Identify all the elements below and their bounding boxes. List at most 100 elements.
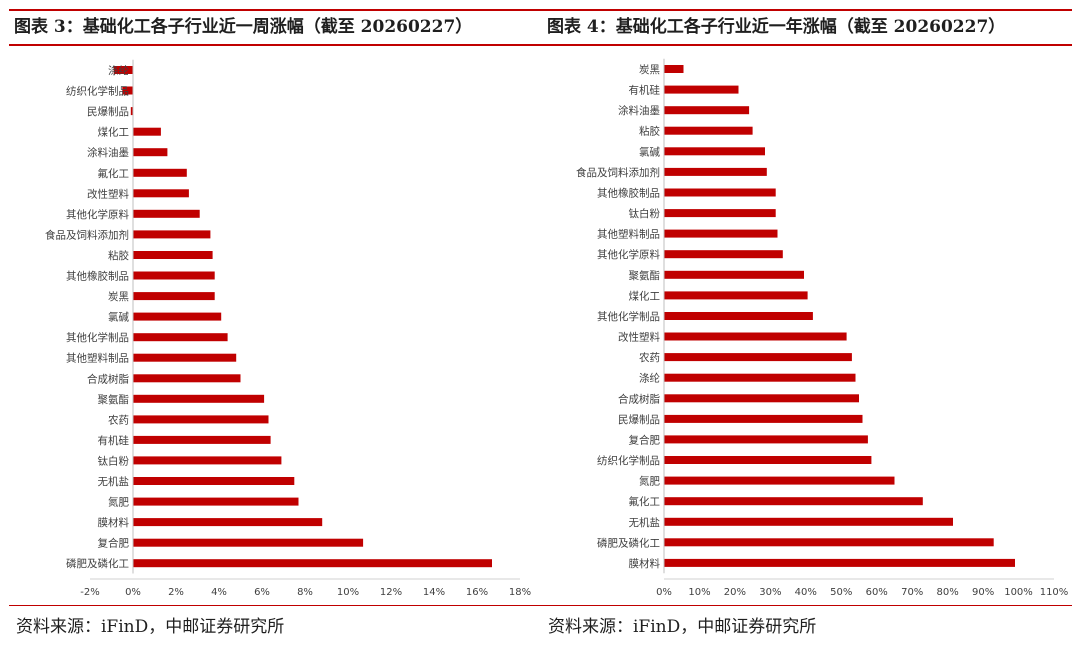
- category-label: 有机硅: [629, 84, 661, 97]
- bar: [133, 312, 222, 321]
- bar: [133, 148, 168, 157]
- x-tick: 10%: [337, 587, 359, 598]
- category-label: 聚氨酯: [629, 269, 661, 282]
- x-tick: 100%: [1004, 587, 1033, 598]
- bar: [133, 456, 282, 465]
- bar: [664, 497, 923, 506]
- category-label: 改性塑料: [87, 187, 129, 200]
- yearly-change-bar-chart: 炭黑有机硅涂料油墨粘胶氯碱食品及饲料添加剂其他橡胶制品钛白粉其他塑料制品其他化学…: [576, 58, 1069, 598]
- bar: [133, 415, 269, 424]
- x-tick: 6%: [254, 587, 270, 598]
- x-tick-label: 18%: [509, 587, 531, 598]
- header-bottom-rule: [9, 44, 1072, 46]
- x-tick-label: 80%: [936, 587, 958, 598]
- bar: [664, 538, 994, 547]
- category-label: 氟化工: [98, 167, 130, 180]
- footer-rule: [9, 605, 1072, 606]
- bar: [113, 66, 133, 74]
- bar: [664, 270, 804, 279]
- bar: [133, 374, 241, 383]
- x-tick: 10%: [688, 587, 710, 598]
- category-label: 民爆制品: [87, 105, 129, 118]
- x-tick-label: 2%: [168, 587, 184, 598]
- x-tick: 110%: [1040, 587, 1069, 598]
- x-tick: 30%: [759, 587, 781, 598]
- x-tick-label: 6%: [254, 587, 270, 598]
- x-tick-label: 16%: [466, 587, 488, 598]
- bar: [664, 373, 856, 382]
- x-tick: -2%: [80, 587, 99, 598]
- category-label: 其他化学制品: [66, 331, 129, 344]
- category-label: 煤化工: [98, 126, 130, 139]
- bar: [664, 414, 863, 423]
- x-tick-label: 0%: [656, 587, 672, 598]
- category-label: 改性塑料: [618, 331, 660, 344]
- bar: [664, 147, 765, 156]
- bar: [664, 250, 783, 259]
- category-label: 有机硅: [98, 434, 130, 447]
- category-label: 复合肥: [629, 433, 661, 446]
- x-tick: 4%: [211, 587, 227, 598]
- category-label: 涂料油墨: [618, 104, 660, 117]
- x-tick-label: 40%: [795, 587, 817, 598]
- bar: [664, 209, 776, 218]
- category-label: 炭黑: [639, 64, 660, 76]
- x-tick-label: -2%: [80, 587, 99, 598]
- category-label: 涂料油墨: [87, 146, 129, 159]
- bar: [130, 107, 133, 116]
- category-label: 氯碱: [639, 145, 660, 158]
- bar: [122, 86, 134, 95]
- x-tick-label: 90%: [972, 587, 994, 598]
- bar: [664, 435, 868, 444]
- category-label: 涤纶: [108, 64, 129, 77]
- category-label: 其他橡胶制品: [66, 270, 129, 283]
- category-label: 其他橡胶制品: [597, 187, 660, 200]
- category-label: 纺织化学制品: [597, 454, 660, 467]
- category-label: 膜材料: [629, 557, 661, 570]
- category-label: 农药: [639, 351, 660, 364]
- bar: [133, 271, 215, 280]
- category-label: 磷肥及磷化工: [597, 536, 660, 549]
- figure-3-title: 图表 3：基础化工各子行业近一周涨幅（截至 20260227）: [14, 17, 473, 37]
- x-tick-label: 14%: [423, 587, 445, 598]
- category-label: 无机盐: [629, 516, 661, 529]
- bar: [133, 189, 189, 198]
- category-label: 合成树脂: [87, 372, 129, 385]
- x-tick-label: 12%: [380, 587, 402, 598]
- bar: [664, 456, 872, 464]
- category-label: 氮肥: [108, 496, 129, 509]
- figure-4-title: 图表 4：基础化工各子行业近一年涨幅（截至 20260227）: [547, 17, 1006, 37]
- x-tick: 8%: [297, 587, 313, 598]
- category-label: 农药: [108, 413, 129, 426]
- bar: [664, 65, 684, 73]
- bar: [664, 291, 808, 300]
- x-tick-label: 8%: [297, 587, 313, 598]
- x-tick: 0%: [656, 587, 672, 598]
- x-tick: 80%: [936, 587, 958, 598]
- bar: [133, 477, 295, 485]
- x-tick-label: 0%: [125, 587, 141, 598]
- bar: [133, 538, 364, 547]
- x-tick: 60%: [866, 587, 888, 598]
- category-label: 食品及饲料添加剂: [576, 166, 660, 179]
- bar: [133, 497, 299, 506]
- x-tick: 0%: [125, 587, 141, 598]
- x-tick: 14%: [423, 587, 445, 598]
- bar: [664, 167, 767, 176]
- bar: [133, 127, 161, 136]
- bar: [133, 559, 492, 568]
- x-tick-label: 50%: [830, 587, 852, 598]
- bar: [664, 85, 739, 94]
- category-label: 合成树脂: [618, 392, 660, 405]
- bar: [133, 394, 265, 403]
- bar: [133, 209, 200, 218]
- x-tick: 2%: [168, 587, 184, 598]
- category-label: 粘胶: [108, 249, 129, 262]
- category-label: 聚氨酯: [98, 393, 130, 406]
- x-tick: 70%: [901, 587, 923, 598]
- category-label: 复合肥: [98, 537, 130, 550]
- x-tick: 40%: [795, 587, 817, 598]
- bar: [133, 333, 228, 342]
- category-label: 钛白粉: [629, 207, 661, 220]
- header-top-rule: [9, 9, 1072, 11]
